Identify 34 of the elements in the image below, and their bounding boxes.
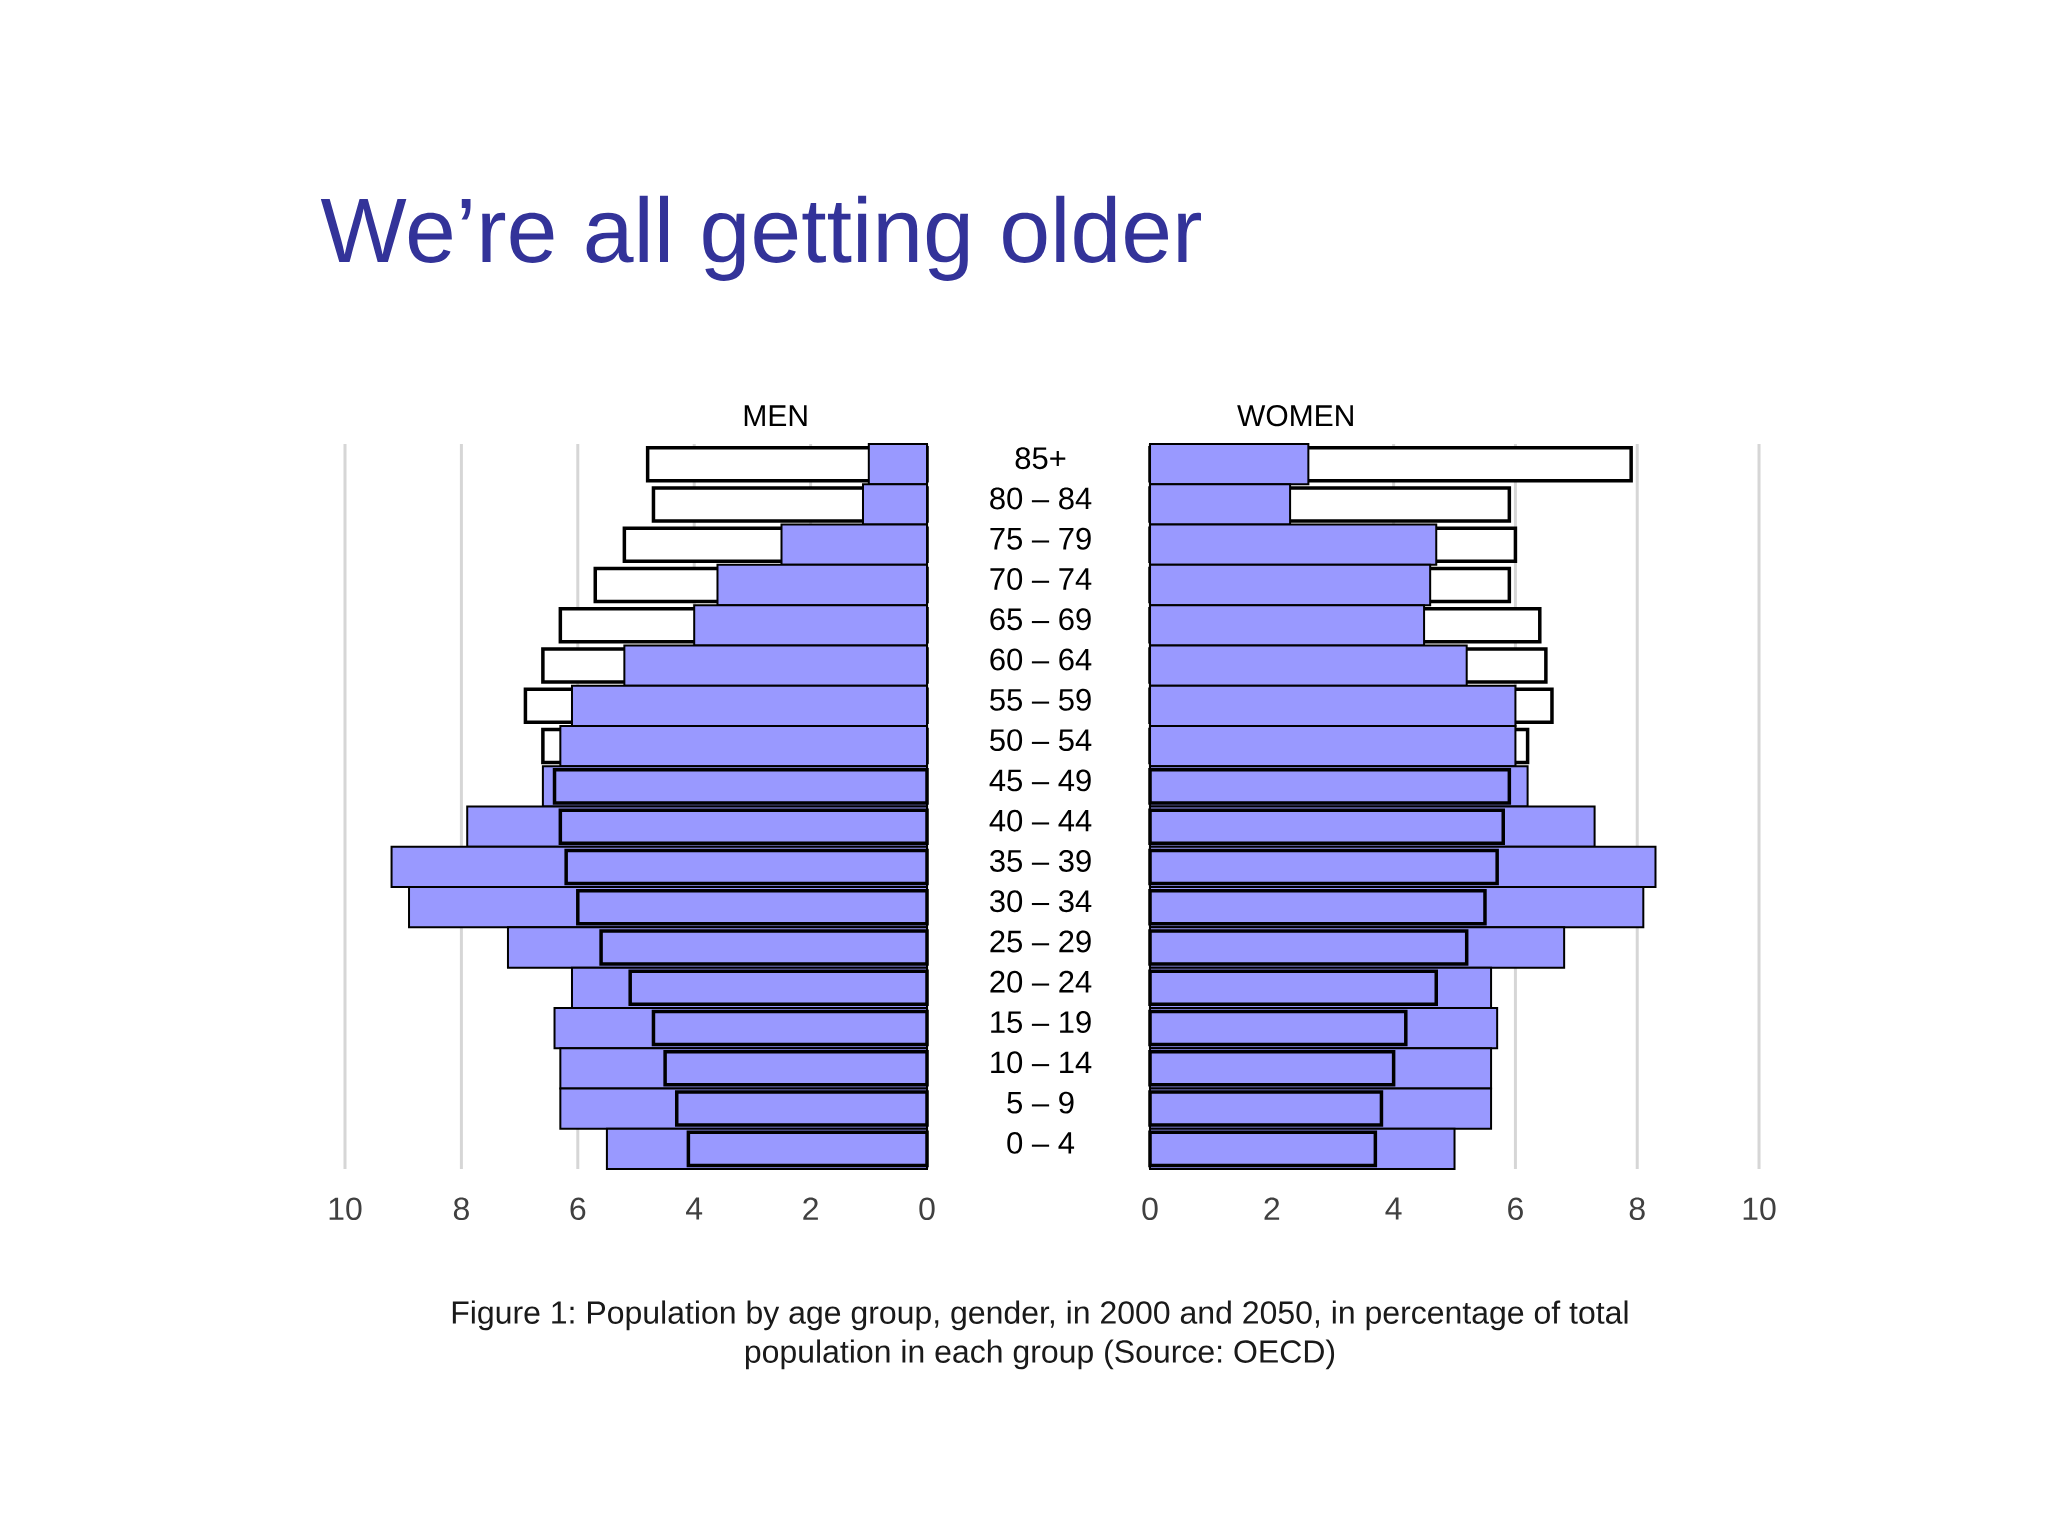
y-tick-label: 20 – 24 — [990, 970, 1092, 993]
x-tick-label: 2 — [1264, 1197, 1280, 1220]
x-tick-label: 0 — [1142, 1197, 1158, 1221]
x-tick-label: 6 — [570, 1197, 586, 1221]
x-tick-label: 8 — [453, 1197, 469, 1221]
y-tick-label: 75 – 79 — [990, 527, 1091, 550]
chart-title: WOMEN — [1237, 405, 1353, 427]
chart-title: MEN — [744, 405, 807, 427]
y-tick-label: 15 – 19 — [991, 1011, 1091, 1034]
x-tick-label: 4 — [1385, 1197, 1402, 1220]
y-tick-label: 0 – 4 — [1007, 1131, 1075, 1154]
y-tick-label: 25 – 29 — [990, 930, 1091, 953]
y-tick-label: 85+ — [1015, 447, 1066, 470]
x-tick-label: 10 — [329, 1197, 362, 1221]
y-tick-label: 60 – 64 — [990, 648, 1092, 671]
x-tick-label: 10 — [1743, 1197, 1776, 1221]
x-tick-label: 4 — [686, 1197, 703, 1220]
y-tick-label: 35 – 39 — [990, 849, 1091, 872]
y-tick-label: 10 – 14 — [991, 1051, 1092, 1074]
y-tick-label: 5 – 9 — [1007, 1091, 1074, 1114]
text: We’re all getting older — [320, 195, 1201, 281]
y-tick-label: 40 – 44 — [989, 809, 1092, 832]
caption: Figure 1: Population by age group, gender, in 2000 and 2050, in percentage of total population in each group (Source: OECD) — [452, 1300, 1628, 1370]
x-tick-label: 2 — [803, 1197, 818, 1220]
y-tick-label: 70 – 74 — [990, 568, 1092, 590]
y-tick-label: 45 – 49 — [989, 769, 1091, 792]
y-tick-label: 55 – 59 — [990, 688, 1091, 711]
y-tick-label: 50 – 54 — [990, 729, 1092, 752]
y-tick-label: 80 – 84 — [990, 487, 1092, 510]
y-tick-label: 30 – 34 — [990, 890, 1092, 913]
x-tick-label: 0 — [919, 1197, 935, 1221]
x-tick-label: 8 — [1629, 1197, 1645, 1221]
x-tick-label: 6 — [1508, 1197, 1523, 1221]
y-tick-label: 65 – 69 — [990, 608, 1091, 631]
